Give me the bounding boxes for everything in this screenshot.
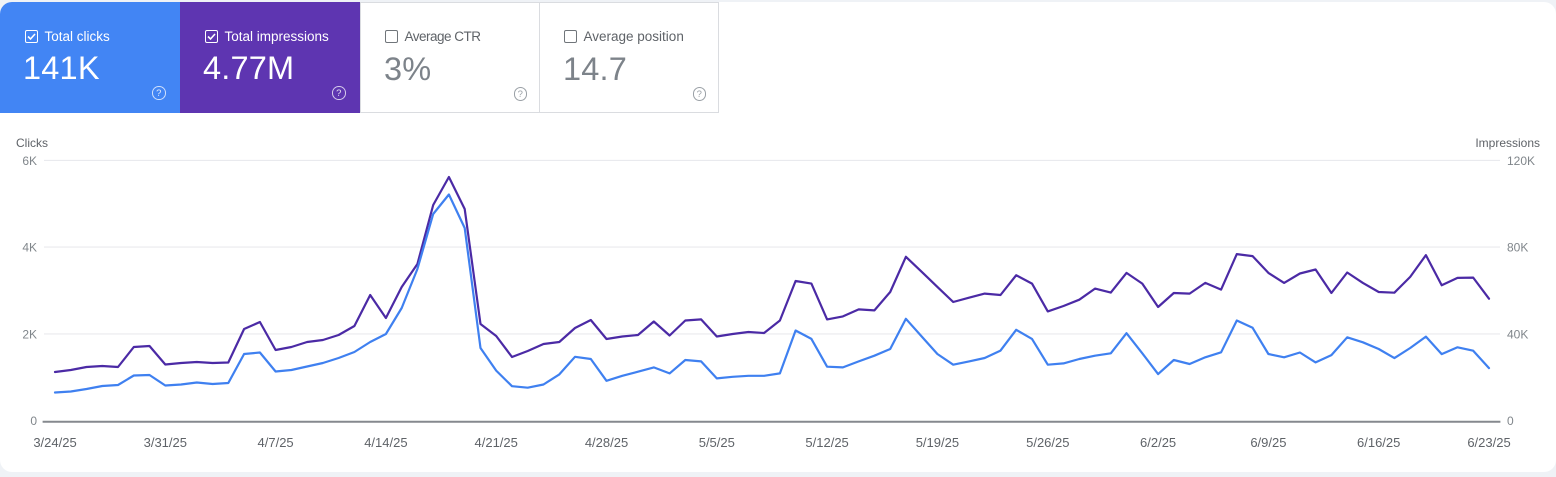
svg-text:120K: 120K [1507,154,1535,168]
svg-text:4/14/25: 4/14/25 [364,435,407,450]
svg-text:6/16/25: 6/16/25 [1357,435,1400,450]
svg-text:80K: 80K [1507,241,1528,255]
svg-text:6K: 6K [22,154,37,168]
svg-text:4/28/25: 4/28/25 [585,435,628,450]
svg-text:Impressions: Impressions [1475,136,1540,150]
svg-text:40K: 40K [1507,327,1528,341]
svg-text:5/26/25: 5/26/25 [1026,435,1069,450]
svg-text:Clicks: Clicks [16,136,48,150]
svg-text:4/21/25: 4/21/25 [475,435,518,450]
svg-text:6/9/25: 6/9/25 [1250,435,1286,450]
svg-text:4K: 4K [22,241,37,255]
svg-text:0: 0 [30,414,37,428]
svg-text:6/23/25: 6/23/25 [1467,435,1510,450]
svg-text:4/7/25: 4/7/25 [258,435,294,450]
svg-text:0: 0 [1507,414,1514,428]
svg-text:2K: 2K [22,327,37,341]
svg-text:5/12/25: 5/12/25 [805,435,848,450]
svg-text:6/2/25: 6/2/25 [1140,435,1176,450]
svg-text:3/24/25: 3/24/25 [33,435,76,450]
svg-text:5/19/25: 5/19/25 [916,435,959,450]
svg-text:5/5/25: 5/5/25 [699,435,735,450]
svg-text:3/31/25: 3/31/25 [144,435,187,450]
